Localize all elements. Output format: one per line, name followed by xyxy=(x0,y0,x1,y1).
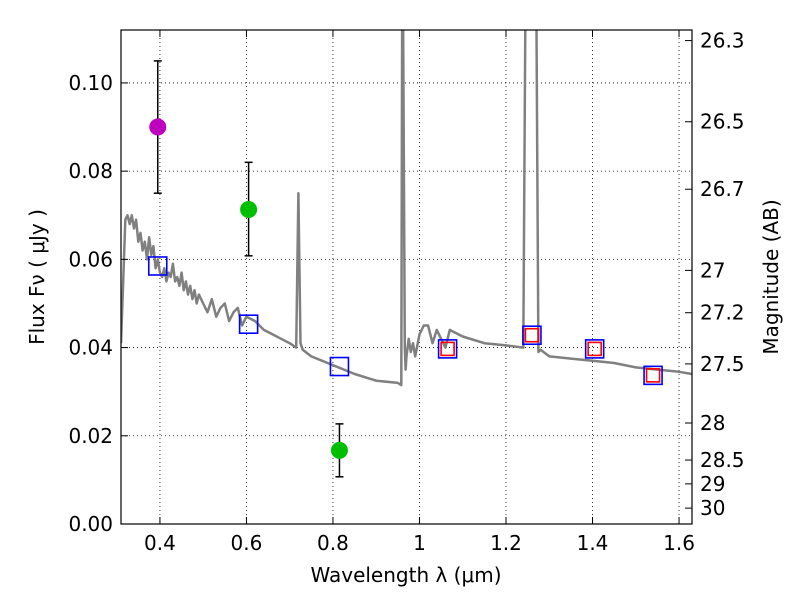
y2-tick-label: 26.3 xyxy=(700,29,745,53)
y2-tick-label: 26.5 xyxy=(700,110,745,134)
y2-tick-label: 27.5 xyxy=(700,352,745,376)
y-tick-label: 0.00 xyxy=(68,512,113,536)
y-tick-label: 0.04 xyxy=(68,336,113,360)
y-tick-label: 0.08 xyxy=(68,159,113,183)
sed-model-line xyxy=(121,30,692,387)
model-square xyxy=(584,339,605,359)
plot-frame xyxy=(120,29,693,525)
model-square xyxy=(437,339,458,359)
x-tick-label: 0.8 xyxy=(317,531,349,555)
grid-layer xyxy=(121,30,692,525)
model-square xyxy=(147,256,168,276)
ir-model-square xyxy=(645,368,661,383)
model-square xyxy=(643,365,663,386)
x-tick-label: 1.2 xyxy=(490,531,522,555)
x-tick-label: 0.6 xyxy=(231,531,263,555)
y-tick-label: 0.06 xyxy=(68,247,113,271)
model-square xyxy=(329,356,350,377)
y2-tick-label: 28.5 xyxy=(700,448,745,472)
right-y-axis-title: Magnitude (AB) xyxy=(759,199,783,354)
y-axis-title: Flux Fν ( μJy ) xyxy=(25,209,49,345)
x-tick-label: 1 xyxy=(413,531,426,555)
model-square xyxy=(238,314,259,334)
ir-model-square xyxy=(587,341,602,357)
ir-model-square xyxy=(440,341,455,357)
x-tick-label: 0.4 xyxy=(144,531,176,555)
y-tick-label: 0.02 xyxy=(68,424,113,448)
y2-tick-label: 27 xyxy=(700,258,725,282)
y-tick-label: 0.10 xyxy=(68,71,113,95)
x-tick-label: 1.6 xyxy=(663,531,695,555)
observed-point xyxy=(240,201,258,219)
observed-point xyxy=(149,118,167,136)
y2-tick-label: 30 xyxy=(700,496,725,520)
y2-tick-label: 28 xyxy=(700,411,725,435)
y2-tick-label: 29 xyxy=(700,472,725,496)
x-tick-label: 1.4 xyxy=(577,531,609,555)
observed-point xyxy=(330,441,348,459)
y2-tick-label: 27.2 xyxy=(700,301,745,325)
model-square xyxy=(522,325,542,346)
data-layer xyxy=(121,30,692,478)
x-axis-title: Wavelength λ (μm) xyxy=(310,563,501,587)
ir-model-square xyxy=(524,327,540,343)
axes-layer: 0.4 0.6 0.8 1 1.2 1.4 1.6 0.00 0.02 0.04 0.06 0.08 0… xyxy=(68,29,744,555)
y2-tick-label: 26.7 xyxy=(700,177,745,201)
